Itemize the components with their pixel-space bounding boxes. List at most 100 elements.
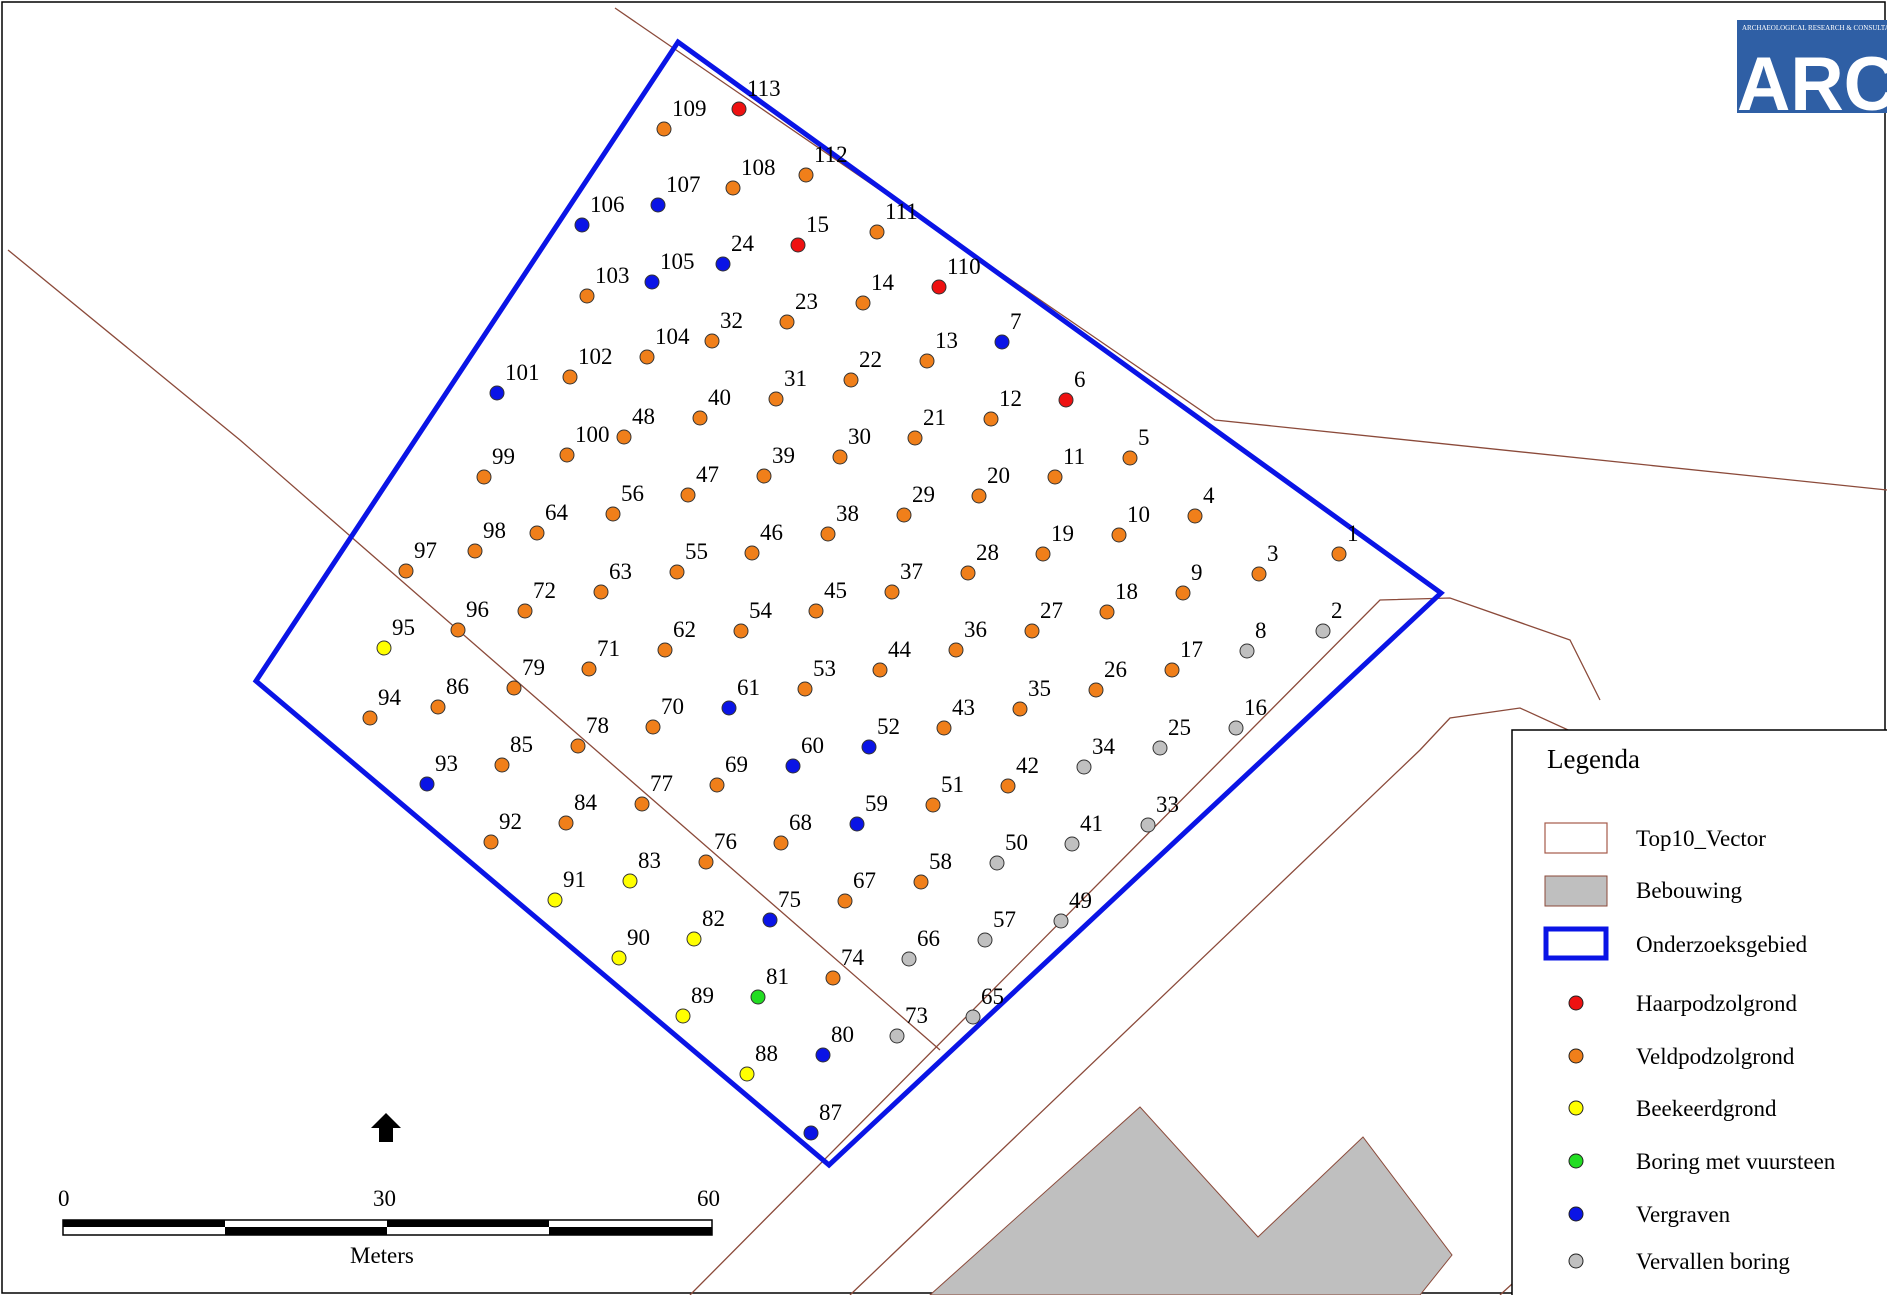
boring-point-78[interactable] [570,738,586,754]
boring-point-19[interactable] [1035,546,1051,562]
boring-point-63[interactable] [593,584,609,600]
boring-point-15[interactable] [790,237,806,253]
boring-point-16[interactable] [1228,720,1244,736]
boring-point-11[interactable] [1047,469,1063,485]
boring-point-94[interactable] [362,710,378,726]
boring-point-42[interactable] [1000,778,1016,794]
boring-point-104[interactable] [639,349,655,365]
boring-point-105[interactable] [644,274,660,290]
boring-point-85[interactable] [494,757,510,773]
boring-point-98[interactable] [467,543,483,559]
boring-point-110[interactable] [931,279,947,295]
boring-point-102[interactable] [562,369,578,385]
boring-point-8[interactable] [1239,643,1255,659]
boring-point-68[interactable] [773,835,789,851]
boring-point-93[interactable] [419,776,435,792]
boring-point-7[interactable] [994,334,1010,350]
boring-point-106[interactable] [574,217,590,233]
boring-point-46[interactable] [744,545,760,561]
boring-point-47[interactable] [680,487,696,503]
boring-point-79[interactable] [506,680,522,696]
boring-point-70[interactable] [645,719,661,735]
boring-point-36[interactable] [948,642,964,658]
boring-point-5[interactable] [1122,450,1138,466]
boring-point-26[interactable] [1088,682,1104,698]
boring-point-29[interactable] [896,507,912,523]
boring-point-107[interactable] [650,197,666,213]
boring-point-112[interactable] [798,167,814,183]
boring-point-84[interactable] [558,815,574,831]
boring-point-61[interactable] [721,700,737,716]
boring-point-30[interactable] [832,449,848,465]
boring-point-65[interactable] [965,1009,981,1025]
boring-point-89[interactable] [675,1008,691,1024]
boring-point-38[interactable] [820,526,836,542]
boring-point-17[interactable] [1164,662,1180,678]
boring-point-90[interactable] [611,950,627,966]
boring-point-113[interactable] [731,101,747,117]
boring-point-53[interactable] [797,681,813,697]
boring-point-91[interactable] [547,892,563,908]
boring-point-74[interactable] [825,970,841,986]
boring-point-69[interactable] [709,777,725,793]
boring-point-100[interactable] [559,447,575,463]
boring-point-54[interactable] [733,623,749,639]
boring-point-39[interactable] [756,468,772,484]
boring-point-95[interactable] [376,640,392,656]
boring-point-108[interactable] [725,180,741,196]
boring-point-49[interactable] [1053,913,1069,929]
boring-point-101[interactable] [489,385,505,401]
boring-point-58[interactable] [913,874,929,890]
boring-point-13[interactable] [919,353,935,369]
boring-point-28[interactable] [960,565,976,581]
boring-point-9[interactable] [1175,585,1191,601]
boring-point-92[interactable] [483,834,499,850]
boring-point-31[interactable] [768,391,784,407]
boring-point-72[interactable] [517,603,533,619]
boring-point-64[interactable] [529,525,545,541]
boring-point-57[interactable] [977,932,993,948]
boring-point-86[interactable] [430,699,446,715]
boring-point-109[interactable] [656,121,672,137]
boring-point-56[interactable] [605,506,621,522]
boring-point-103[interactable] [579,288,595,304]
boring-point-21[interactable] [907,430,923,446]
boring-point-51[interactable] [925,797,941,813]
boring-point-88[interactable] [739,1066,755,1082]
boring-point-3[interactable] [1251,566,1267,582]
boring-point-27[interactable] [1024,623,1040,639]
boring-point-40[interactable] [692,410,708,426]
boring-point-2[interactable] [1315,623,1331,639]
boring-point-43[interactable] [936,720,952,736]
boring-point-83[interactable] [622,873,638,889]
boring-point-66[interactable] [901,951,917,967]
boring-point-22[interactable] [843,372,859,388]
boring-point-81[interactable] [750,989,766,1005]
boring-point-97[interactable] [398,563,414,579]
boring-point-33[interactable] [1140,817,1156,833]
boring-point-35[interactable] [1012,701,1028,717]
boring-point-80[interactable] [815,1047,831,1063]
boring-point-62[interactable] [657,642,673,658]
boring-point-77[interactable] [634,796,650,812]
boring-point-73[interactable] [889,1028,905,1044]
boring-point-59[interactable] [849,816,865,832]
boring-point-4[interactable] [1187,508,1203,524]
boring-point-48[interactable] [616,429,632,445]
boring-point-14[interactable] [855,295,871,311]
boring-point-34[interactable] [1076,759,1092,775]
boring-point-87[interactable] [803,1125,819,1141]
boring-point-50[interactable] [989,855,1005,871]
boring-point-55[interactable] [669,564,685,580]
boring-point-20[interactable] [971,488,987,504]
boring-point-37[interactable] [884,584,900,600]
boring-point-24[interactable] [715,256,731,272]
boring-point-111[interactable] [869,224,885,240]
boring-point-12[interactable] [983,411,999,427]
boring-point-25[interactable] [1152,740,1168,756]
boring-point-82[interactable] [686,931,702,947]
boring-point-6[interactable] [1058,392,1074,408]
boring-point-60[interactable] [785,758,801,774]
boring-point-41[interactable] [1064,836,1080,852]
boring-point-44[interactable] [872,662,888,678]
